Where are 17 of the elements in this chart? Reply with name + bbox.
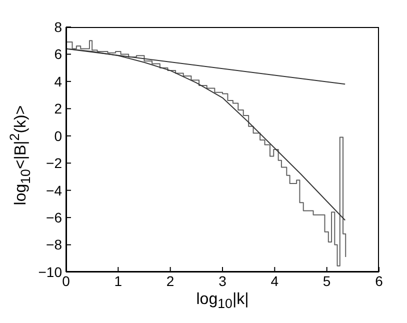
x-tick-label: 4 <box>270 272 279 289</box>
x-tick-label: 3 <box>218 272 227 289</box>
x-tick-label: 2 <box>166 272 174 289</box>
x-tick-label: 5 <box>322 272 331 289</box>
x-axis-title: log$_{10}$|k| <box>195 291 250 314</box>
y-tick-label: −6 <box>46 210 62 226</box>
y-tick-label: 6 <box>54 46 62 62</box>
y-tick-label: −8 <box>46 236 62 253</box>
y-tick-label: 2 <box>54 100 62 117</box>
y-tick-label: 4 <box>54 73 62 90</box>
y-tick-label: −2 <box>46 155 62 172</box>
x-tick-label: 1 <box>114 272 122 289</box>
y-tick-label: 0 <box>54 128 62 144</box>
y-tick-label: −10 <box>38 264 62 280</box>
y-tick-label: −4 <box>46 182 62 198</box>
x-tick-label: 6 <box>375 272 384 289</box>
y-tick-label: 8 <box>54 18 62 35</box>
